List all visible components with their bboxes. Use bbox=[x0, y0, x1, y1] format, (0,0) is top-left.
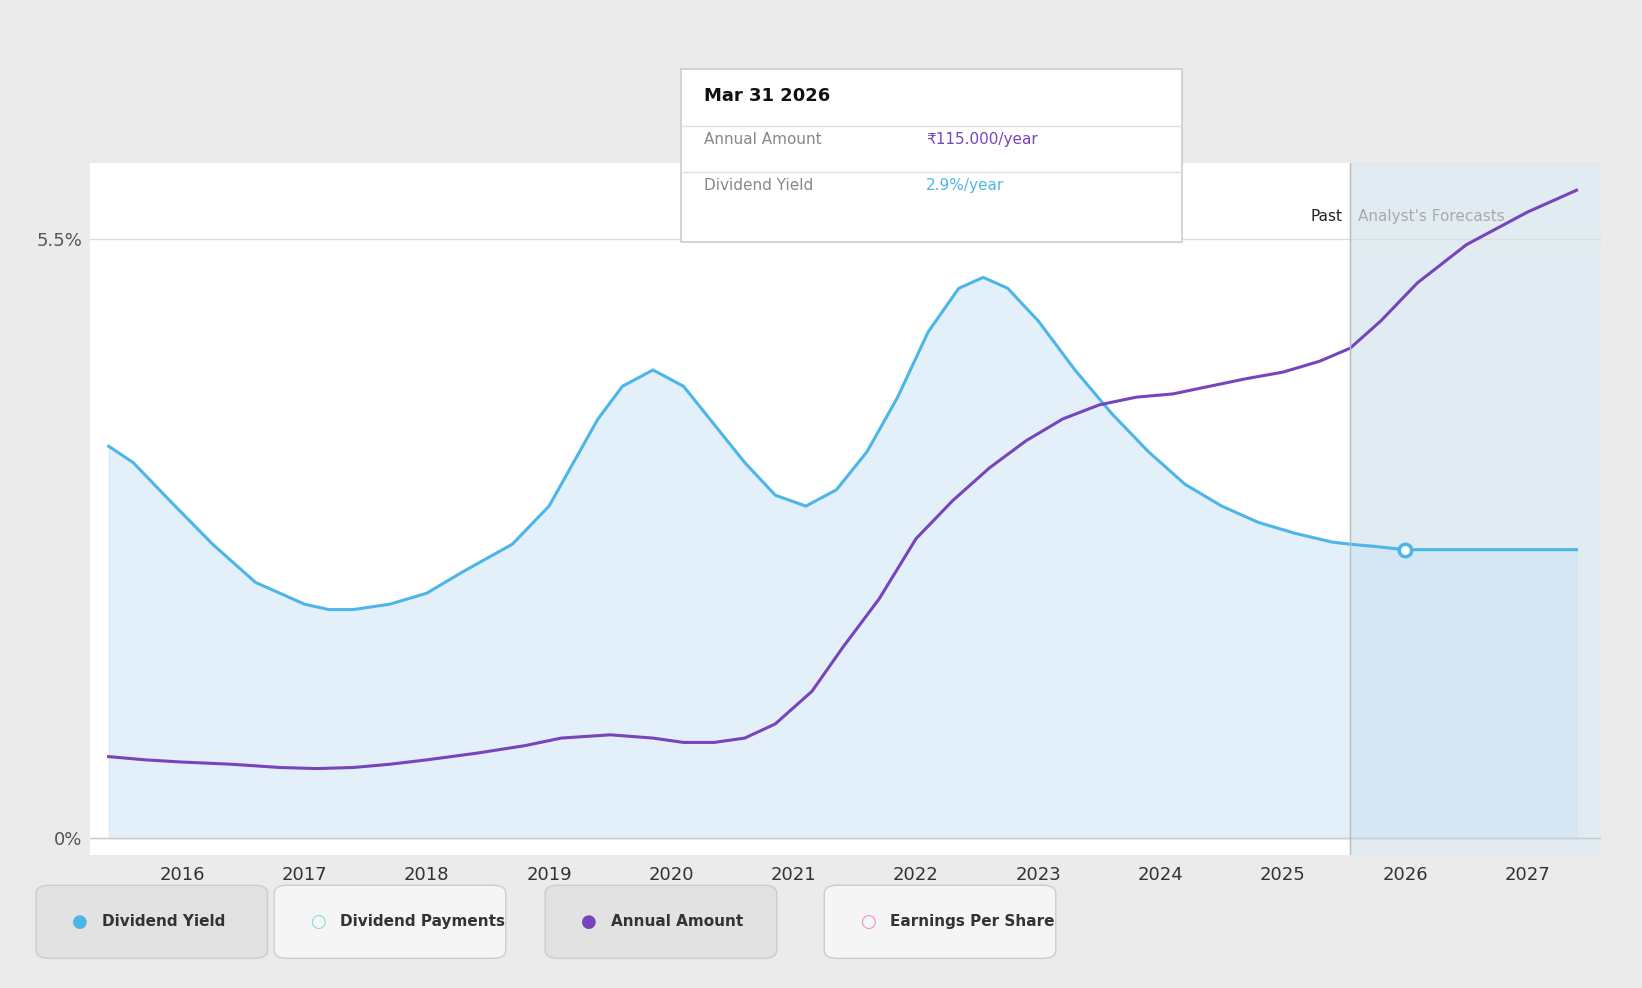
Text: Earnings Per Share: Earnings Per Share bbox=[890, 914, 1054, 930]
Text: ₹115.000/year: ₹115.000/year bbox=[926, 132, 1038, 147]
Text: Dividend Payments: Dividend Payments bbox=[340, 914, 504, 930]
Text: Annual Amount: Annual Amount bbox=[704, 132, 823, 147]
Text: Annual Amount: Annual Amount bbox=[611, 914, 744, 930]
Text: Mar 31 2026: Mar 31 2026 bbox=[704, 87, 831, 105]
Text: ○: ○ bbox=[860, 913, 877, 931]
Text: Analyst's Forecasts: Analyst's Forecasts bbox=[1358, 208, 1504, 223]
Text: Dividend Yield: Dividend Yield bbox=[704, 178, 814, 193]
Text: Dividend Yield: Dividend Yield bbox=[102, 914, 225, 930]
Text: ●: ● bbox=[581, 913, 598, 931]
Bar bbox=[1350, 163, 1601, 855]
Text: ●: ● bbox=[72, 913, 89, 931]
Text: ○: ○ bbox=[310, 913, 327, 931]
Text: Past: Past bbox=[1310, 208, 1343, 223]
Text: 2.9%/year: 2.9%/year bbox=[926, 178, 1005, 193]
